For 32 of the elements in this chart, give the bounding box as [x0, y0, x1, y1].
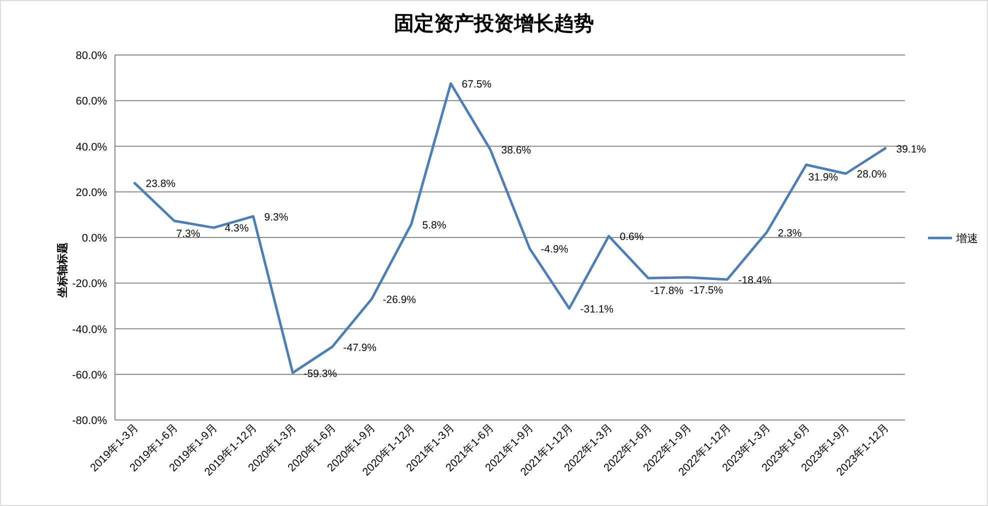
data-label: -4.9%	[540, 244, 568, 256]
data-label: 7.3%	[176, 228, 200, 240]
data-label: 23.8%	[146, 178, 176, 190]
y-tick-label: -60.0%	[72, 369, 108, 382]
y-tick-label: -40.0%	[72, 324, 108, 336]
data-label: 28.0%	[856, 168, 887, 181]
data-label: 5.8%	[422, 219, 446, 232]
chart-title: 固定资产投资增长趋势	[394, 12, 594, 35]
data-label: 2.3%	[778, 227, 802, 240]
data-label: 9.3%	[264, 211, 288, 224]
data-label: -17.5%	[690, 284, 724, 296]
legend-label: 增速	[955, 232, 978, 245]
data-label: -47.9%	[343, 342, 377, 354]
y-tick-label: 80.0%	[76, 50, 108, 62]
data-label: -59.3%	[304, 368, 338, 380]
y-tick-label: 0.0%	[82, 232, 108, 244]
data-label: -26.9%	[382, 294, 416, 306]
data-label: -18.4%	[738, 274, 772, 286]
data-label: -17.8%	[650, 285, 684, 298]
y-tick-label: 40.0%	[76, 141, 108, 154]
y-tick-label: 60.0%	[76, 96, 108, 108]
y-axis-title: 坐标轴标题	[56, 242, 69, 298]
data-label: 39.1%	[896, 143, 926, 156]
data-label: 0.6%	[620, 231, 644, 244]
data-label: 4.3%	[224, 222, 249, 235]
data-label: 67.5%	[462, 78, 492, 91]
data-label: 31.9%	[808, 172, 838, 184]
y-tick-label: -80.0%	[72, 415, 108, 427]
data-label: 38.6%	[501, 144, 532, 156]
data-label: -31.1%	[580, 303, 614, 316]
y-tick-label: 20.0%	[76, 186, 108, 199]
y-tick-label: -20.0%	[72, 278, 108, 290]
